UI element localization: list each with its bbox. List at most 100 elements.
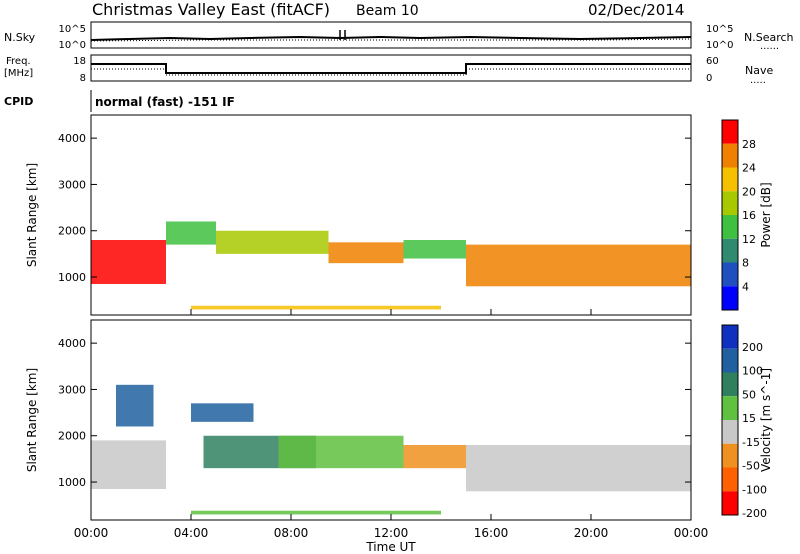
power-colorbar-tick-4: 20 — [742, 185, 756, 198]
velocity-colorbar-tick-1: 100 — [742, 365, 763, 378]
velocity-colorbar-seg-2 — [722, 372, 738, 397]
power-colorbar-tick-1: 8 — [742, 257, 749, 270]
velocity-band-5 — [403, 445, 466, 469]
velocity-colorbar: 200 100 50 15 -15 -50 -100 -200 — [721, 324, 767, 520]
noise-spikes — [339, 30, 346, 40]
noise-search-label: N.Search — [744, 31, 794, 44]
power-band-2 — [216, 230, 329, 254]
xtick-label-0: 00:00 — [74, 526, 109, 540]
velocity-band-2 — [191, 403, 254, 422]
power-colorbar-label: Power [dB] — [759, 182, 773, 247]
power-colorbar-seg-2 — [722, 167, 738, 192]
velocity-band-1 — [116, 384, 154, 427]
power-y-ticks: 1000 2000 3000 4000 — [58, 132, 691, 284]
velocity-band-7 — [191, 510, 441, 515]
noise-panel: N.Sky N.Search ...... 10^5 10^0 10^5 10^… — [4, 21, 794, 52]
power-colorbar-tick-0: 4 — [742, 280, 749, 293]
velocity-colorbar-seg-0 — [722, 325, 738, 349]
noise-tick-low-left: 10^0 — [59, 40, 86, 51]
xtick-label-4: 16:00 — [474, 526, 509, 540]
velocity-colorbar-tick-3: 15 — [742, 412, 756, 425]
noise-tick-high-left: 10^5 — [59, 24, 86, 35]
power-colorbar-tick-5: 24 — [742, 162, 756, 175]
power-colorbar-seg-4 — [722, 215, 738, 239]
station-title: Christmas Valley East (fitACF) — [92, 0, 330, 19]
xtick-label-1: 04:00 — [174, 526, 209, 540]
date-label: 02/Dec/2014 — [588, 1, 684, 19]
velocity-band-6 — [466, 445, 691, 492]
beam-label: Beam 10 — [356, 3, 419, 19]
nave-tick-low: 0 — [706, 73, 712, 84]
freq-label: Freq. — [6, 56, 31, 67]
noise-search-line — [90, 38, 692, 42]
power-colorbar-seg-6 — [722, 262, 738, 287]
velocity-colorbar-seg-4 — [722, 420, 738, 444]
noise-sky-label: N.Sky — [4, 31, 36, 44]
nave-line — [91, 68, 691, 76]
freq-unit-label: [MHz] — [4, 68, 33, 79]
power-band-4 — [403, 240, 466, 259]
power-colorbar-seg-7 — [722, 286, 738, 310]
xtick-label-2: 08:00 — [274, 526, 309, 540]
power-colorbar-tick-2: 12 — [742, 233, 756, 246]
noise-search-dots: ...... — [760, 41, 779, 52]
frequency-line — [91, 63, 691, 74]
power-band-1 — [166, 221, 216, 245]
power-colorbar-tick-3: 16 — [742, 209, 756, 222]
velocity-colorbar-tick-7: -200 — [742, 507, 767, 520]
power-ytick-label-0: 1000 — [58, 271, 86, 284]
nave-tick-high: 60 — [706, 56, 719, 67]
noise-sky-line — [90, 35, 692, 41]
velocity-ytick-label-0: 1000 — [58, 476, 86, 489]
power-ytick-label-1: 2000 — [58, 225, 86, 238]
velocity-colorbar-seg-5 — [722, 443, 738, 468]
velocity-bands — [91, 384, 691, 515]
power-ytick-label-2: 3000 — [58, 178, 86, 191]
velocity-band-4 — [278, 435, 404, 469]
velocity-colorbar-label: Velocity [m s^-1] — [759, 368, 773, 472]
nave-label: Nave — [745, 64, 773, 77]
cpid-label: CPID — [4, 95, 33, 108]
power-bands — [91, 221, 691, 310]
power-colorbar-seg-3 — [722, 191, 738, 215]
power-colorbar-tick-6: 28 — [742, 138, 756, 151]
velocity-colorbar-seg-7 — [722, 491, 738, 515]
freq-tick-high: 18 — [73, 56, 86, 67]
velocity-panel: 1000 2000 3000 4000 Slant Range [km] — [25, 319, 692, 521]
noise-panel-frame — [90, 21, 692, 49]
nave-dots: ..... — [750, 75, 766, 86]
power-band-0 — [91, 240, 166, 284]
velocity-colorbar-seg-3 — [722, 396, 738, 420]
power-ytick-label-3: 4000 — [58, 132, 86, 145]
velocity-ytick-label-2: 3000 — [58, 383, 86, 396]
power-ylabel: Slant Range [km] — [25, 163, 39, 267]
velocity-ytick-label-3: 4000 — [58, 337, 86, 350]
power-colorbar-seg-1 — [722, 143, 738, 168]
x-axis-label: Time UT — [365, 540, 416, 554]
frequency-panel-frame — [90, 54, 692, 82]
power-colorbar-seg-0 — [722, 120, 738, 144]
power-panel: 1000 2000 3000 4000 Slant Range [km] — [25, 114, 692, 316]
velocity-colorbar-tick-2: 50 — [742, 388, 756, 401]
xtick-label-5: 20:00 — [574, 526, 609, 540]
velocity-colorbar-seg-1 — [722, 348, 738, 373]
power-colorbar-frame — [721, 119, 739, 311]
velocity-band-0 — [91, 440, 166, 489]
velocity-ylabel: Slant Range [km] — [25, 368, 39, 472]
noise-tick-high-right: 10^5 — [706, 24, 733, 35]
x-axis-ticks: 00:00 04:00 08:00 12:00 16:00 20:00 00:00 — [74, 309, 709, 540]
frequency-panel: Freq. [MHz] 18 8 60 0 Nave ..... — [4, 54, 773, 86]
velocity-colorbar-tick-0: 200 — [742, 341, 763, 354]
velocity-ytick-label-1: 2000 — [58, 430, 86, 443]
xtick-label-3: 12:00 — [374, 526, 409, 540]
velocity-colorbar-tick-6: -100 — [742, 483, 767, 496]
velocity-colorbar-frame — [721, 324, 739, 516]
freq-tick-low: 8 — [80, 73, 86, 84]
power-band-3 — [328, 242, 404, 264]
power-colorbar: 4 8 12 16 20 24 28 — [721, 119, 756, 311]
velocity-colorbar-tick-5: -50 — [742, 460, 760, 473]
velocity-y-ticks: 1000 2000 3000 4000 — [58, 337, 691, 489]
cpid-text: normal (fast) -151 IF — [95, 95, 235, 109]
xtick-label-6: 00:00 — [674, 526, 709, 540]
